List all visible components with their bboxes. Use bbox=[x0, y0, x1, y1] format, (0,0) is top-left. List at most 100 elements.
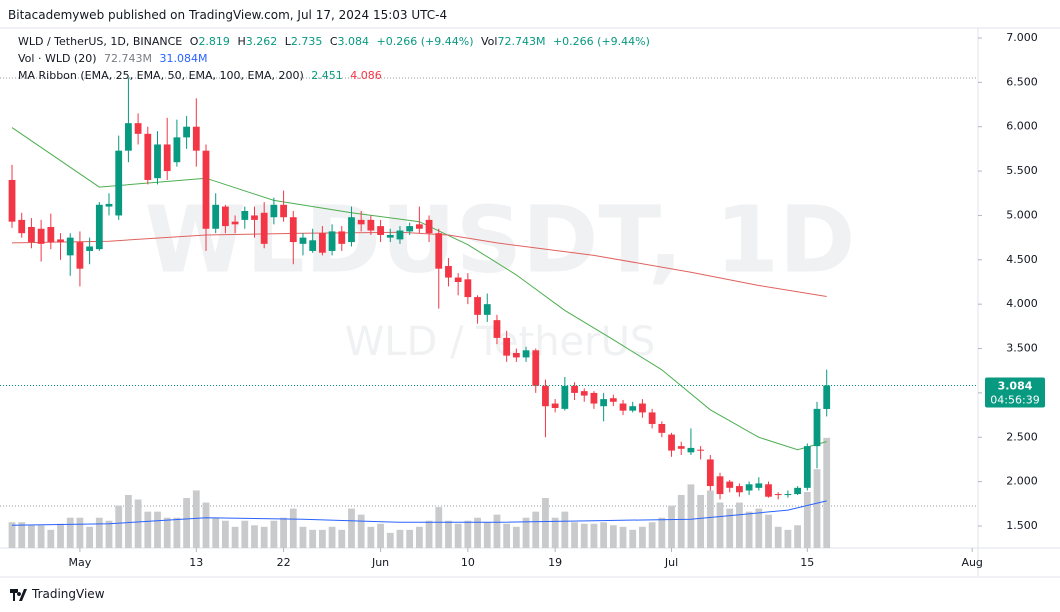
volume-bar bbox=[794, 525, 802, 548]
volume-bar bbox=[561, 511, 569, 548]
volume-bar bbox=[357, 514, 365, 548]
volume-bar bbox=[212, 517, 220, 548]
candle-body bbox=[144, 133, 152, 180]
candle-body bbox=[668, 434, 675, 451]
volume-bar bbox=[474, 517, 481, 548]
volume-bar bbox=[95, 517, 103, 548]
footer-brand: TradingView bbox=[32, 587, 105, 601]
candle-body bbox=[677, 446, 685, 449]
candle-body bbox=[163, 144, 171, 172]
x-tick-label: Jun bbox=[371, 556, 389, 569]
value: 4.086 bbox=[350, 69, 382, 82]
candle-body bbox=[803, 446, 811, 488]
candle-body bbox=[260, 212, 268, 244]
volume-bar bbox=[202, 502, 210, 548]
candle-body bbox=[212, 204, 220, 229]
volume-bar bbox=[367, 526, 375, 548]
volume-bar bbox=[154, 511, 161, 548]
candle-body bbox=[542, 385, 549, 407]
volume-bar bbox=[348, 508, 355, 548]
candle-body bbox=[551, 403, 559, 408]
volume-bar bbox=[445, 520, 452, 548]
volume-bar bbox=[609, 525, 617, 548]
volume-bar bbox=[551, 517, 559, 548]
symbol[interactable]: WLD / TetherUS, 1D, BINANCE bbox=[18, 35, 183, 48]
candle-body bbox=[474, 297, 481, 315]
volume-bar bbox=[600, 522, 608, 548]
volume-bar bbox=[76, 517, 84, 548]
candle-body bbox=[716, 476, 724, 495]
y-tick-label: 2.500 bbox=[1006, 430, 1038, 443]
volume-bar bbox=[813, 469, 821, 548]
volume-bar bbox=[512, 526, 520, 548]
legend-ohlc: WLD / TetherUS, 1D, BINANCE O2.819 H3.26… bbox=[18, 35, 654, 49]
candle-body bbox=[289, 217, 297, 243]
value: 3.084 bbox=[337, 35, 370, 48]
candle-body bbox=[435, 233, 443, 269]
volume-bar bbox=[755, 508, 763, 548]
volume-bar bbox=[697, 494, 705, 548]
candle-body bbox=[503, 337, 511, 356]
volume-bar bbox=[260, 526, 268, 548]
x-tick-label: Aug bbox=[961, 556, 982, 569]
candle-body bbox=[134, 123, 142, 134]
volume-bar bbox=[522, 517, 530, 548]
candle-body bbox=[813, 408, 821, 447]
volume-bar bbox=[823, 437, 831, 548]
study[interactable]: MA Ribbon (EMA, 25, EMA, 50, EMA, 100, E… bbox=[18, 69, 304, 82]
volume-bar bbox=[318, 529, 326, 548]
candle-body bbox=[794, 487, 802, 495]
candle-body bbox=[86, 246, 94, 251]
volume-bar bbox=[280, 517, 287, 548]
volume-bar bbox=[668, 505, 675, 548]
candle-body bbox=[639, 403, 646, 413]
study[interactable]: Vol · WLD (20) bbox=[18, 52, 97, 65]
candle-body bbox=[18, 219, 26, 234]
value: 2.819 bbox=[198, 35, 230, 48]
volume-bar bbox=[163, 517, 171, 548]
candle-body bbox=[445, 266, 452, 278]
value: 72.743M bbox=[104, 52, 152, 65]
countdown-label: 04:56:39 bbox=[990, 393, 1039, 406]
volume-bar bbox=[532, 511, 540, 548]
x-tick-label: 15 bbox=[800, 556, 814, 569]
volume-bar bbox=[338, 529, 346, 548]
volume-bar bbox=[629, 529, 637, 548]
candle-body bbox=[619, 403, 627, 411]
volume-bar bbox=[590, 523, 598, 548]
candle-body bbox=[299, 237, 307, 244]
candle-body bbox=[328, 231, 336, 251]
candle-body bbox=[658, 423, 666, 433]
candle-body bbox=[241, 211, 249, 220]
y-tick-label: 2.000 bbox=[1006, 475, 1038, 488]
volume-bar bbox=[483, 522, 491, 548]
candle-body bbox=[386, 234, 394, 238]
candle-body bbox=[745, 484, 753, 491]
volume-bar bbox=[454, 523, 462, 548]
label: O bbox=[189, 35, 199, 48]
publish-info: Bitacademyweb published on TradingView.c… bbox=[8, 8, 448, 22]
volume-bar bbox=[144, 511, 152, 548]
volume-bar bbox=[503, 523, 511, 548]
volume-bar bbox=[192, 490, 200, 548]
volume-bar bbox=[386, 532, 394, 548]
volume-ma-line bbox=[11, 500, 827, 526]
candle-body bbox=[765, 484, 772, 497]
candle-body bbox=[47, 226, 55, 243]
candle-body bbox=[464, 279, 472, 298]
candle-body bbox=[522, 350, 530, 358]
candle-body bbox=[202, 150, 210, 229]
candle-body bbox=[28, 226, 35, 243]
x-tick-label: May bbox=[69, 556, 92, 569]
volume-bar bbox=[658, 517, 666, 548]
volume-bar bbox=[415, 526, 423, 548]
ma-line bbox=[11, 231, 827, 297]
volume-bar bbox=[57, 523, 64, 548]
candle-body bbox=[251, 215, 258, 220]
y-tick-label: 5.000 bbox=[1006, 208, 1038, 221]
candle-body bbox=[736, 486, 743, 493]
candle-body bbox=[406, 226, 414, 232]
candle-body bbox=[105, 203, 113, 207]
